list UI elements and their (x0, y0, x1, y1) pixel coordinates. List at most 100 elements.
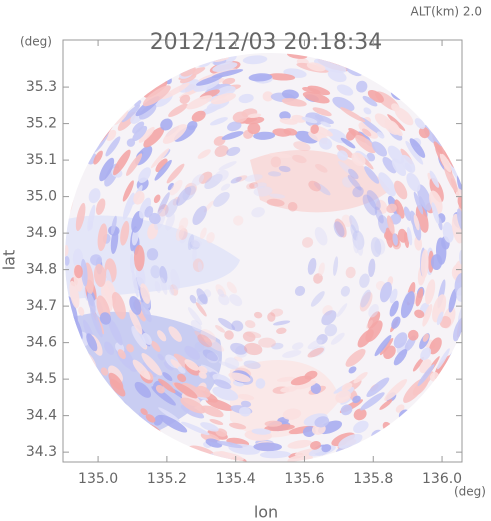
speckle (330, 332, 345, 345)
speckle (182, 185, 196, 201)
y-tick-label: 35.3 (26, 79, 57, 95)
speckle (232, 111, 248, 123)
speckle (117, 349, 126, 360)
speckle (379, 281, 392, 303)
speckle (233, 215, 244, 226)
speckle (448, 288, 457, 313)
speckle (415, 288, 424, 307)
speckle (230, 176, 242, 184)
speckle (168, 326, 182, 342)
y-tick-label: 34.8 (26, 262, 57, 278)
speckle (306, 62, 326, 72)
speckle (307, 339, 323, 350)
speckle (72, 248, 84, 269)
speckle (218, 293, 230, 306)
speckle (205, 438, 223, 448)
speckle (442, 221, 454, 243)
speckle (108, 372, 124, 390)
speckle (151, 340, 161, 352)
speckle (74, 264, 83, 279)
speckle (280, 386, 297, 393)
speckle (142, 333, 152, 345)
speckle (340, 137, 356, 149)
speckle (97, 223, 108, 252)
speckle (143, 127, 165, 148)
speckle (417, 184, 432, 211)
speckle (168, 103, 188, 117)
speckle (259, 450, 291, 459)
speckle (362, 95, 378, 107)
altitude-label: ALT(km) 2.0 (411, 5, 482, 19)
speckle (379, 399, 393, 410)
speckle (129, 296, 142, 315)
speckle (394, 107, 414, 126)
speckle (244, 342, 263, 356)
x-tick-label: 135.4 (216, 471, 256, 487)
speckle (420, 249, 429, 279)
speckle (443, 164, 458, 193)
speckle (162, 124, 187, 144)
speckle (255, 378, 266, 389)
speckle (90, 254, 103, 266)
speckle (281, 89, 299, 100)
speckle (353, 371, 368, 384)
x-tick-label: 135.8 (353, 471, 393, 487)
speckle (198, 365, 208, 374)
speckle (332, 96, 355, 112)
speckle (160, 277, 168, 295)
speckle (437, 348, 450, 370)
speckle (359, 273, 370, 288)
speckle (439, 315, 452, 329)
speckle (157, 330, 167, 342)
speckle (393, 349, 408, 366)
speckle (370, 237, 382, 258)
speckle (139, 104, 157, 120)
speckle (191, 110, 206, 122)
speckle (80, 258, 88, 287)
speckle (307, 347, 324, 358)
speckle (210, 93, 236, 105)
speckle (141, 353, 163, 376)
speckle (454, 272, 462, 296)
speckle (244, 320, 256, 329)
speckle (155, 385, 165, 394)
speckle (302, 86, 321, 94)
speckle (414, 309, 425, 319)
speckle (174, 125, 196, 142)
speckle (348, 366, 357, 374)
speckle (400, 291, 415, 319)
y-tick-label: 34.6 (26, 335, 57, 351)
speckle (340, 286, 351, 297)
speckle (386, 203, 397, 214)
speckle (355, 134, 376, 154)
speckle (163, 361, 174, 371)
speckle (134, 381, 152, 398)
speckle (276, 376, 296, 382)
y-tick-label: 34.4 (26, 408, 57, 424)
speckle (422, 333, 429, 342)
speckle (356, 80, 368, 93)
speckle (215, 325, 226, 333)
speckle (292, 154, 307, 164)
speckle (338, 433, 363, 449)
speckle (177, 373, 187, 383)
speckle (132, 359, 151, 380)
speckle (88, 188, 101, 204)
speckle (140, 302, 152, 323)
speckle (218, 161, 237, 171)
speckle (179, 94, 191, 104)
speckle (301, 237, 314, 248)
speckle (247, 122, 261, 135)
speckle (247, 113, 262, 118)
speckle (167, 182, 174, 191)
speckle (99, 312, 112, 325)
speckle (267, 312, 276, 322)
speckle (138, 126, 155, 143)
speckle (397, 228, 408, 243)
speckle (313, 58, 347, 73)
speckle (371, 141, 388, 157)
speckle (431, 202, 440, 225)
speckle (221, 131, 244, 140)
speckle (400, 154, 416, 173)
y-tick-label: 35.0 (26, 189, 57, 205)
